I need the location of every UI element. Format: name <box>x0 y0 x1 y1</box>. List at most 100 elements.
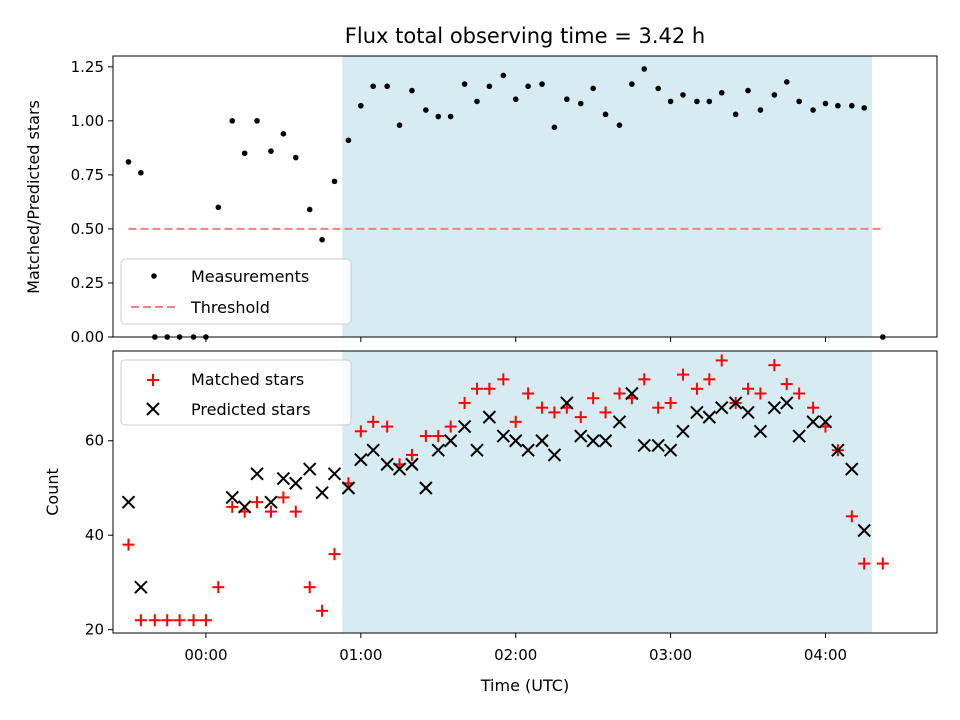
measurement-point <box>694 98 700 105</box>
matched-point <box>444 420 457 433</box>
matched-point <box>638 373 651 386</box>
predicted-point <box>225 490 239 505</box>
matched-point <box>251 496 264 509</box>
predicted-point <box>818 415 833 429</box>
bottom-y-tick-label: 20 <box>85 621 104 639</box>
predicted-point <box>134 580 148 594</box>
measurement-point <box>384 83 390 90</box>
bottom-legend: Matched stars Predicted stars <box>120 359 352 426</box>
matched-point <box>212 581 225 594</box>
matched-point <box>754 387 767 400</box>
matched-point <box>289 505 302 518</box>
measurement-point <box>810 107 816 113</box>
matched-point <box>316 604 329 617</box>
legend-measurements-marker <box>151 273 157 279</box>
matched-point <box>742 382 755 395</box>
predicted-point <box>121 495 136 509</box>
predicted-point <box>586 434 600 448</box>
predicted-point <box>405 457 419 472</box>
predicted-point <box>753 424 768 439</box>
measurement-point <box>447 113 454 120</box>
matched-point <box>807 401 820 414</box>
measurement-point <box>474 98 480 105</box>
predicted-point <box>289 476 303 490</box>
top-x-ticks <box>205 337 826 342</box>
measurement-point <box>822 100 829 107</box>
measurement-point <box>849 102 855 109</box>
matched-point <box>768 359 781 372</box>
predicted-point <box>547 448 562 462</box>
x-tick-label: 03:00 <box>649 646 692 664</box>
legend-matched-label: Matched stars <box>191 370 304 389</box>
predicted-point <box>496 429 511 443</box>
matched-point <box>277 491 290 504</box>
measurement-point <box>539 81 545 87</box>
legend-predicted-label: Predicted stars <box>191 400 311 419</box>
measurement-point <box>500 72 507 79</box>
bottom-y-axis-label: Count <box>43 468 62 516</box>
measurement-point <box>551 124 558 131</box>
measurement-point <box>409 87 415 94</box>
measurement-point <box>655 85 662 92</box>
x-axis-label: Time (UTC) <box>480 676 569 695</box>
predicted-point <box>470 443 484 457</box>
matched-point <box>664 396 677 409</box>
predicted-point <box>676 424 690 439</box>
matched-point <box>122 538 135 551</box>
predicted-point <box>625 386 639 401</box>
predicted-point <box>560 396 574 410</box>
measurement-point <box>783 79 790 85</box>
measurement-point <box>564 96 570 103</box>
predicted-point <box>392 462 407 476</box>
matched-point <box>367 415 380 428</box>
matched-point <box>522 387 535 400</box>
matched-point <box>161 614 174 627</box>
predicted-point <box>780 396 794 410</box>
legend-predicted-marker <box>146 402 160 416</box>
measurement-point <box>319 236 325 243</box>
top-plot-frame <box>112 55 938 338</box>
measurement-point <box>215 204 222 211</box>
x-tick-label: 00:00 <box>184 646 227 664</box>
matched-point <box>226 500 239 513</box>
predicted-point <box>535 434 549 448</box>
predicted-point <box>663 443 678 457</box>
predicted-point <box>315 486 329 500</box>
predicted-point <box>767 400 782 415</box>
measurement-points <box>125 66 886 340</box>
predicted-point <box>728 396 743 410</box>
top-legend: Measurements Threshold <box>120 258 352 325</box>
predicted-point <box>637 438 651 453</box>
measurement-point <box>796 98 802 105</box>
matched-point <box>187 614 200 627</box>
measurement-point <box>306 206 313 213</box>
predicted-point <box>264 495 278 509</box>
measurement-point <box>280 131 287 137</box>
measurement-point <box>512 96 519 103</box>
top-y-tick-label: 0.00 <box>71 328 104 346</box>
top-y-ticks: 0.00 0.25 0.50 0.75 1.00 1.25 <box>71 58 113 346</box>
predicted-point <box>431 443 445 457</box>
top-y-tick-label: 0.75 <box>71 166 104 184</box>
measurement-point <box>525 83 531 90</box>
matched-point <box>264 505 277 518</box>
predicted-point <box>354 452 368 467</box>
matched-point <box>574 411 587 424</box>
predicted-point <box>237 500 252 514</box>
measurement-point <box>718 89 725 96</box>
top-panel: 0.00 0.25 0.50 0.75 1.00 1.25 Matched/Predict… <box>24 55 938 346</box>
x-tick-label: 04:00 <box>804 646 847 664</box>
matched-point <box>419 430 432 443</box>
measurement-point <box>331 178 338 185</box>
measurement-point <box>229 118 236 124</box>
legend-measurements-label: Measurements <box>191 267 309 286</box>
matched-point <box>199 614 212 627</box>
predicted-point <box>443 434 458 448</box>
measurement-point <box>745 87 751 94</box>
predicted-point <box>612 415 627 429</box>
matched-point <box>613 387 626 400</box>
matched-point <box>148 614 161 627</box>
predicted-point <box>366 443 380 457</box>
measurement-point <box>486 83 493 90</box>
